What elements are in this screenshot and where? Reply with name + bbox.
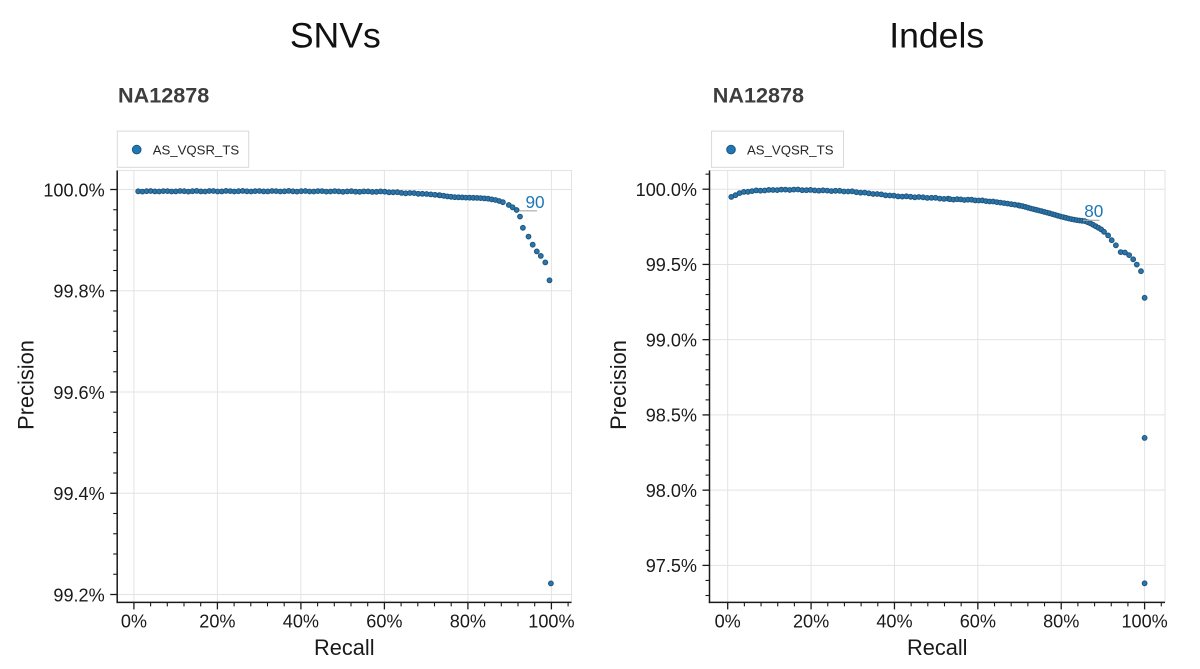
svg-text:60%: 60% [960,612,996,632]
svg-text:99.2%: 99.2% [53,585,104,605]
svg-text:40%: 40% [876,612,912,632]
svg-text:99.4%: 99.4% [53,484,104,504]
svg-text:NA12878: NA12878 [713,83,804,108]
svg-text:100.0%: 100.0% [43,180,104,200]
svg-text:80: 80 [1084,201,1103,221]
svg-text:Precision: Precision [606,340,631,430]
svg-text:80%: 80% [450,612,486,632]
svg-text:Recall: Recall [314,635,375,660]
svg-text:AS_VQSR_TS: AS_VQSR_TS [747,143,834,158]
svg-text:Precision: Precision [14,340,39,430]
svg-text:100%: 100% [1121,612,1167,632]
svg-text:NA12878: NA12878 [118,83,209,108]
svg-text:100.0%: 100.0% [636,180,697,200]
svg-text:97.5%: 97.5% [646,556,697,576]
svg-text:99.5%: 99.5% [646,255,697,275]
svg-text:0%: 0% [121,612,147,632]
svg-text:99.8%: 99.8% [53,282,104,302]
svg-text:Indels: Indels [889,16,984,56]
svg-text:AS_VQSR_TS: AS_VQSR_TS [153,143,240,158]
svg-text:98.0%: 98.0% [646,481,697,501]
svg-text:40%: 40% [283,612,319,632]
svg-text:80%: 80% [1043,612,1079,632]
svg-text:0%: 0% [715,612,741,632]
svg-text:60%: 60% [366,612,402,632]
svg-text:100%: 100% [528,612,574,632]
svg-text:20%: 20% [199,612,235,632]
svg-text:20%: 20% [793,612,829,632]
svg-text:90: 90 [525,192,544,212]
svg-text:99.6%: 99.6% [53,383,104,403]
svg-text:Recall: Recall [907,635,968,660]
svg-text:98.5%: 98.5% [646,406,697,426]
svg-text:SNVs: SNVs [290,16,381,56]
svg-text:99.0%: 99.0% [646,330,697,350]
